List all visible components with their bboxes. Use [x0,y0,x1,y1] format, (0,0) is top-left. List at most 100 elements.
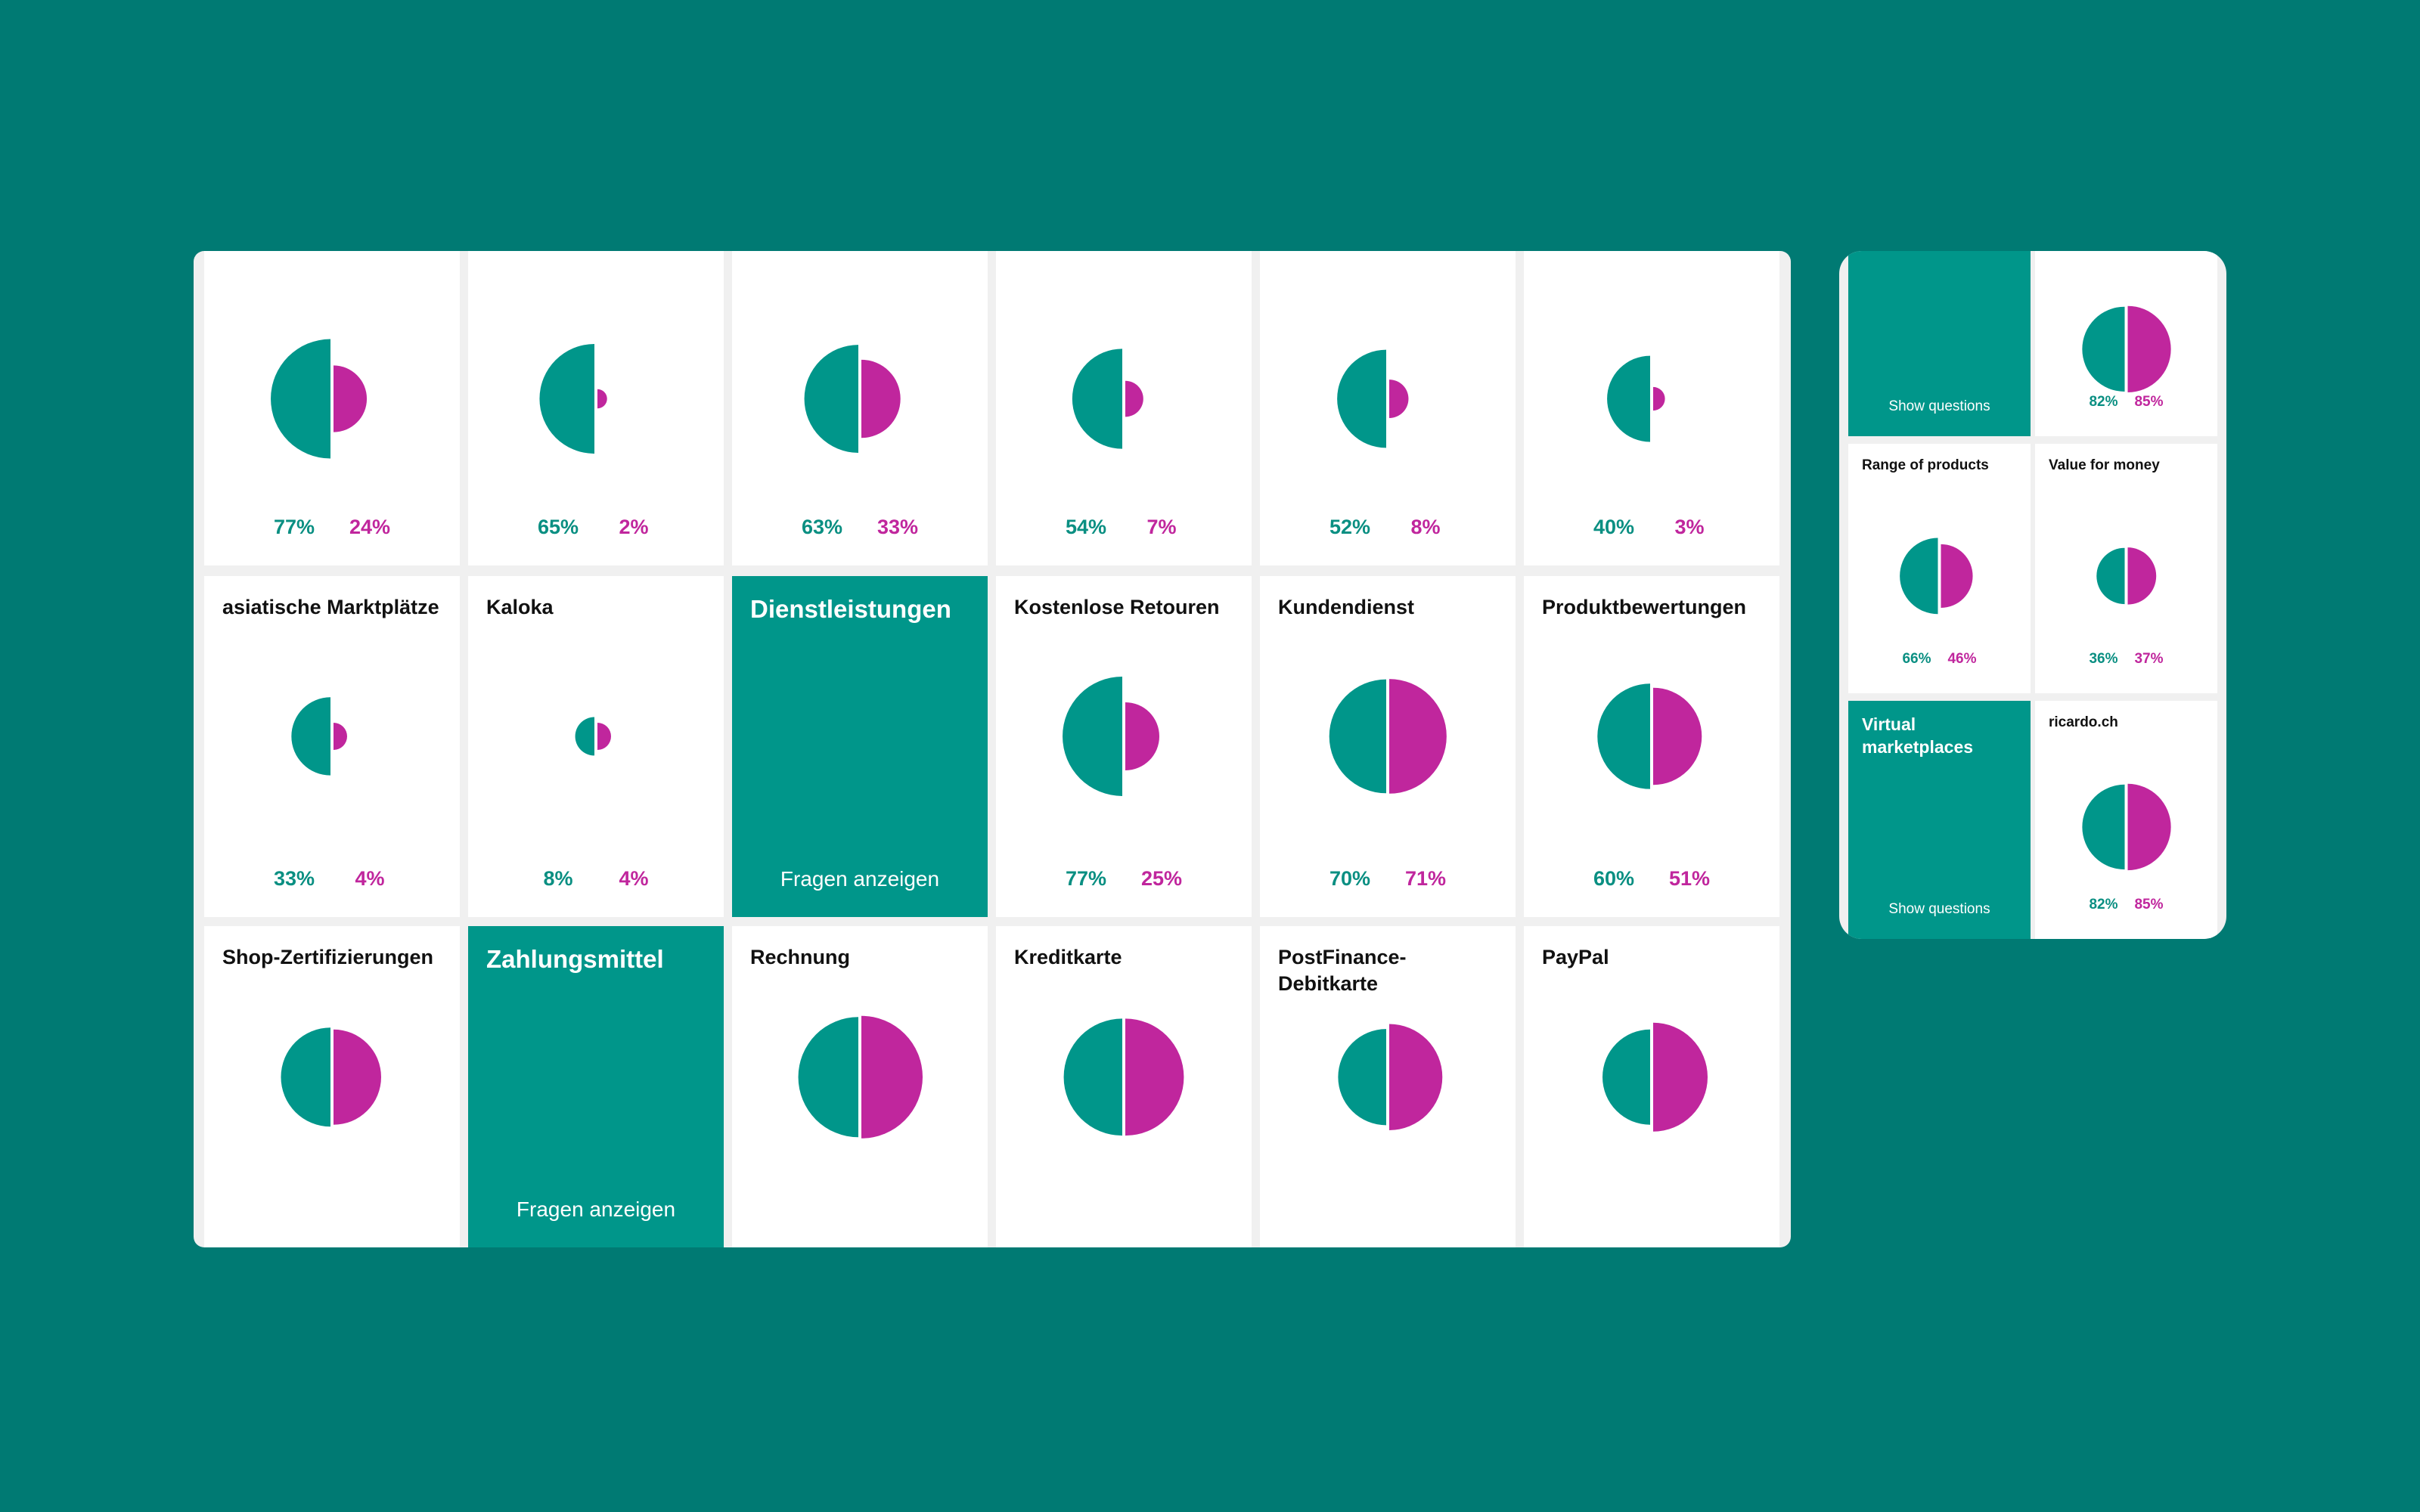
category-title: Virtual marketplaces [1862,714,1974,757]
tile-range-of-products[interactable]: Range of products 66% 46% [1848,444,2031,693]
tile-postfinance-debitkarte[interactable]: PostFinance- Debitkarte [1260,926,1516,1247]
right-half-segment [2127,783,2171,871]
right-half-segment [334,722,347,750]
tile-shop-zertifizierungen[interactable]: Shop-Zertifizierungen [204,926,460,1247]
percentage-right: 2% [619,516,649,538]
percentage-left: 66% [1902,651,1931,667]
tile-title: Range of products [1862,457,1989,473]
category-tile-virtual-marketplaces[interactable]: Virtual marketplaces Show questions [1848,701,2031,939]
tile-kreditkarte[interactable]: Kreditkarte [996,926,1252,1247]
right-half-segment [1653,1022,1708,1132]
percentage-right: 7% [1146,516,1177,538]
left-half-segment [539,343,594,454]
percentage-right: 3% [1674,516,1705,538]
split-circle-chart [2082,783,2171,871]
percentage-right: 4% [619,867,649,890]
tile-title: Kundendienst [1278,596,1414,618]
percentage-left: 63% [801,516,843,538]
percentage-left: 40% [1593,516,1635,538]
percentage-left: 65% [537,516,579,538]
category-tile-untitled[interactable]: Show questions [1848,251,2031,436]
left-half-segment [281,1027,330,1127]
tile-title: ricardo.ch [2049,714,2118,730]
tile-title: Shop-Zertifizierungen [222,946,433,968]
percentage-right: 51% [1668,867,1711,890]
right-half-segment [1389,1024,1443,1131]
tile-untitled[interactable]: 52% 8% [1260,251,1516,565]
tile-title: asiatische Marktplätze [222,596,439,618]
split-circle-chart [1900,538,1973,615]
split-circle-chart [2096,547,2157,605]
percentage-left: 54% [1065,516,1107,538]
percentage-left: 77% [273,516,315,538]
left-half-segment [1063,1018,1122,1136]
left-half-segment [1337,349,1386,448]
percentage-left: 52% [1329,516,1371,538]
percentage-right: 24% [349,516,391,538]
left-half-segment [575,717,594,756]
split-circle-chart [1329,679,1447,794]
tile-title: Kaloka [486,596,554,618]
split-circle-chart [1337,349,1409,448]
left-half-segment [1063,676,1122,796]
tile-untitled[interactable]: 63% 33% [732,251,988,565]
right-half-segment [1941,544,1973,608]
tile-title: PayPal [1542,946,1609,968]
right-half-segment [1653,386,1665,411]
left-half-segment [291,697,330,776]
split-circle-chart [575,717,611,756]
percentage-left: 82% [2089,897,2118,912]
tile-produktbewertungen[interactable]: Produktbewertungen 60% 51% [1524,576,1779,917]
tile-untitled[interactable]: 40% 3% [1524,251,1779,565]
percentage-left: 8% [543,867,573,890]
left-half-segment [271,339,330,459]
tile-untitled[interactable]: 54% 7% [996,251,1252,565]
percentage-right: 85% [2134,394,2164,410]
tile-untitled[interactable]: 65% 2% [468,251,724,565]
tile-untitled[interactable]: 82% 85% [2035,251,2217,436]
tile-rechnung[interactable]: Rechnung [732,926,988,1247]
results-grid-panel: 77% 24% 65% 2% 63% 33% 54% 7% 52% 8% 40% 3% asiatisc… [194,251,1791,1247]
left-half-segment [798,1017,858,1138]
show-questions-link[interactable]: Fragen anzeigen [516,1198,676,1221]
split-circle-chart [798,1015,923,1139]
tile-kaloka[interactable]: Kaloka 8% 4% [468,576,724,917]
category-title: Zahlungsmittel [486,945,664,973]
show-questions-link[interactable]: Fragen anzeigen [780,867,940,891]
category-tile-zahlungsmittel[interactable]: Zahlungsmittel Fragen anzeigen [468,926,724,1247]
left-half-segment [1900,538,1938,615]
category-tile-dienstleistungen[interactable]: Dienstleistungen Fragen anzeigen [732,576,988,917]
percentage-right: 46% [1947,651,1977,667]
split-circle-chart [1597,683,1702,789]
tile-title: Value for money [2049,457,2160,473]
right-half-segment [1389,380,1409,418]
left-half-segment [1597,683,1650,789]
tile-asiatische-marktplätze[interactable]: asiatische Marktplätze 33% 4% [204,576,460,917]
split-circle-chart [804,345,901,453]
mobile-preview-panel: Show questions 82% 85% Range of products 66%… [1839,251,2226,939]
show-questions-link[interactable]: Show questions [1888,901,1990,917]
show-questions-link[interactable]: Show questions [1888,398,1990,414]
tile-value-for-money[interactable]: Value for money 36% 37% [2035,444,2217,693]
percentage-left: 33% [273,867,315,890]
percentage-right: 8% [1410,516,1441,538]
split-circle-chart [2082,305,2171,393]
right-half-segment [1125,1018,1184,1136]
tile-paypal[interactable]: PayPal [1524,926,1779,1247]
tile-untitled[interactable]: 77% 24% [204,251,460,565]
right-half-segment [1125,702,1159,770]
percentage-right: 37% [2134,651,2164,667]
tile-title: Kostenlose Retouren [1014,596,1220,618]
right-half-segment [861,359,901,438]
tile-kostenlose-retouren[interactable]: Kostenlose Retouren 77% 25% [996,576,1252,917]
right-half-segment [1653,687,1702,785]
left-half-segment [1072,349,1122,449]
tile-title: Rechnung [750,946,850,968]
right-half-segment [334,1029,381,1125]
tile-kundendienst[interactable]: Kundendienst 70% 71% [1260,576,1516,917]
tile-ricardo-ch[interactable]: ricardo.ch 82% 85% [2035,701,2217,939]
percentage-left: 70% [1329,867,1371,890]
tile-title: Produktbewertungen [1542,596,1747,618]
split-circle-chart [1602,1022,1708,1132]
percentage-right: 25% [1140,867,1183,890]
